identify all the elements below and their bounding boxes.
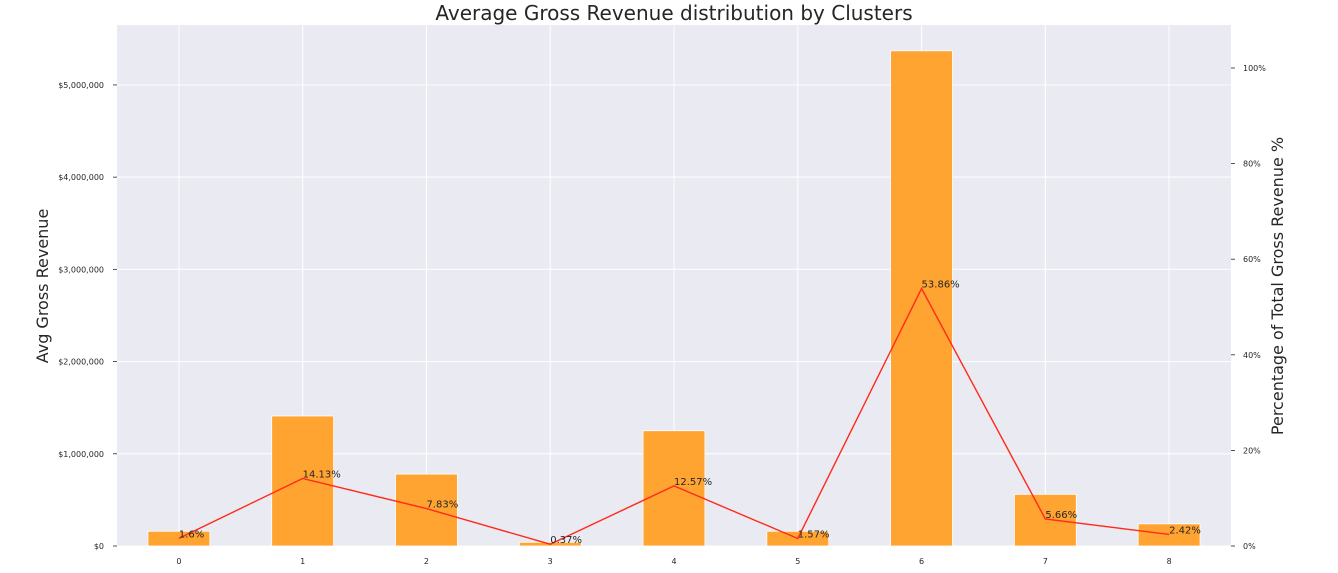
y-tick-label: $0: [94, 542, 104, 551]
percentage-line: [178, 287, 1170, 545]
percentage-series-line: [178, 287, 1170, 545]
y2-tick-label: 0%: [1243, 542, 1256, 551]
chart-title: Average Gross Revenue distribution by Cl…: [435, 1, 912, 25]
data-label: 2.42%: [1169, 525, 1201, 536]
bar-cluster-6: [890, 50, 953, 547]
y-tick-label: $5,000,000: [58, 81, 104, 90]
data-label: 53.86%: [922, 280, 960, 291]
y-axis-label: Avg Gross Revenue: [33, 209, 52, 364]
left-axis-ticks: $0 $1,000,000 $2,000,000 $3,000,000 $4,000,0…: [58, 81, 117, 551]
data-label: 12.57%: [674, 477, 712, 488]
bars: [147, 50, 1201, 547]
y-tick-label: $1,000,000: [58, 450, 104, 459]
data-label: 1.57%: [798, 529, 830, 540]
x-tick-label: 6: [919, 557, 924, 566]
y2-tick-label: 100%: [1243, 64, 1266, 73]
x-tick-label: 7: [1043, 557, 1048, 566]
data-label: 5.66%: [1045, 510, 1077, 521]
x-tick-label: 1: [300, 557, 305, 566]
y-tick-label: $3,000,000: [58, 265, 104, 274]
y2-tick-label: 80%: [1243, 160, 1261, 169]
data-labels: 1.6% 14.13% 7.83% 0.37% 12.57% 1.57% 53.86% 5.6…: [179, 280, 1201, 547]
x-tick-label: 3: [548, 557, 553, 566]
x-tick-label: 4: [671, 557, 676, 566]
x-tick-label: 2: [424, 557, 429, 566]
y2-tick-label: 20%: [1243, 446, 1261, 455]
data-label: 1.6%: [179, 529, 204, 540]
bar-cluster-1: [271, 415, 335, 547]
bar-cluster-8: [1137, 523, 1201, 547]
y-tick-label: $4,000,000: [58, 173, 104, 182]
y2-axis-label: Percentage of Total Gross Revenue %: [1268, 137, 1287, 435]
y-tick-label: $2,000,000: [58, 358, 104, 367]
x-tick-label: 0: [176, 557, 181, 566]
right-axis-ticks: 0% 20% 40% 60% 80% 100%: [1231, 64, 1266, 551]
bar-cluster-2: [395, 473, 458, 547]
data-label: 14.13%: [303, 469, 341, 480]
y2-tick-label: 40%: [1243, 351, 1261, 360]
bar-cluster-4: [642, 430, 706, 547]
x-axis-ticks: 0 1 2 3 4 5 6 7 8: [176, 557, 1171, 566]
y2-tick-label: 60%: [1243, 255, 1261, 264]
bar-cluster-0: [147, 530, 211, 547]
x-tick-label: 8: [1167, 557, 1172, 566]
data-label: 0.37%: [550, 535, 582, 546]
data-label: 7.83%: [426, 500, 458, 511]
bar-cluster-7: [1013, 493, 1077, 547]
x-tick-label: 5: [795, 557, 800, 566]
